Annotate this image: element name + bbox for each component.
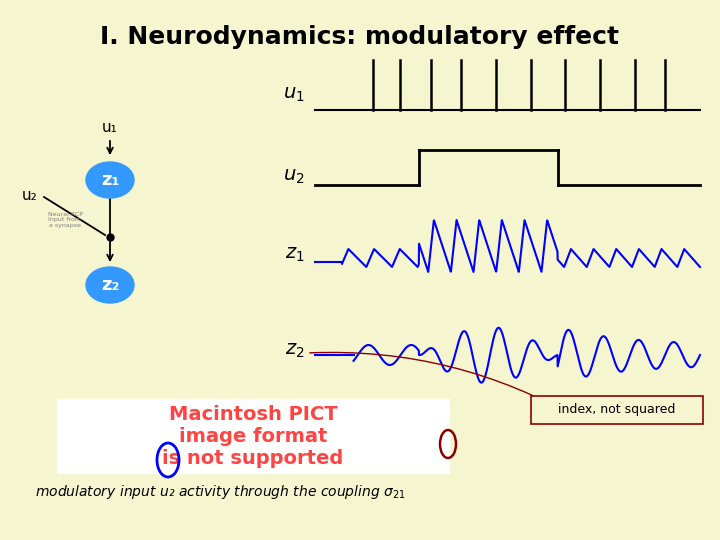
Text: index, not squared: index, not squared xyxy=(558,403,675,416)
Text: z₁: z₁ xyxy=(101,171,120,189)
Text: u₁: u₁ xyxy=(102,120,118,135)
Text: I. Neurodynamics: modulatory effect: I. Neurodynamics: modulatory effect xyxy=(101,25,619,49)
FancyBboxPatch shape xyxy=(531,396,703,424)
Text: $z_2$: $z_2$ xyxy=(285,341,305,360)
Ellipse shape xyxy=(86,162,134,198)
Text: z₂: z₂ xyxy=(101,276,120,294)
Text: $z_1$: $z_1$ xyxy=(285,245,305,264)
FancyBboxPatch shape xyxy=(57,399,449,473)
Text: $u_1$: $u_1$ xyxy=(283,85,305,105)
Ellipse shape xyxy=(86,267,134,303)
Text: Macintosh PICT
image format
is not supported: Macintosh PICT image format is not suppo… xyxy=(163,404,343,468)
Text: Neural RCP
Input from
a synapse: Neural RCP Input from a synapse xyxy=(48,212,82,228)
Text: $u_2$: $u_2$ xyxy=(284,167,305,186)
Text: u₂: u₂ xyxy=(22,187,38,202)
Text: modulatory input u₂ activity through the coupling $\sigma_{21}$: modulatory input u₂ activity through the… xyxy=(35,483,405,501)
